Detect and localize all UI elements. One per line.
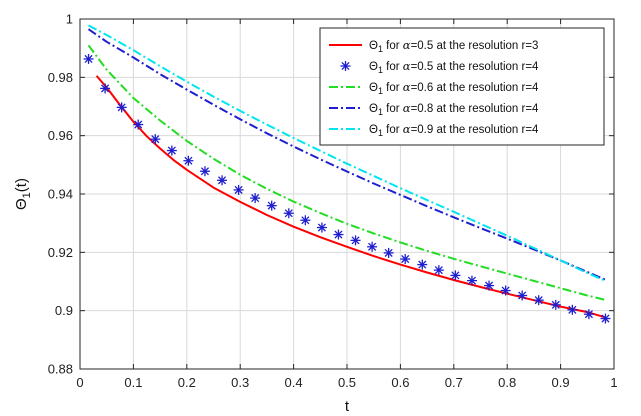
data-point-marker (100, 83, 111, 94)
x-tick-label: 0 (76, 375, 83, 390)
data-point-marker (567, 304, 578, 315)
data-point-marker (116, 102, 127, 113)
data-point-marker (183, 155, 194, 166)
y-axis-label-tail: (t) (13, 178, 30, 192)
data-point-marker (550, 299, 561, 310)
legend-entry-4: Θ1 for α=0.8 at the resolution r=4 (329, 101, 539, 117)
x-tick-label: 0.5 (338, 375, 356, 390)
x-tick-label: 0.8 (498, 375, 516, 390)
y-tick-label: 0.88 (48, 362, 73, 377)
series-line-5 (88, 24, 606, 282)
data-point-marker (600, 313, 611, 324)
legend-label: Θ1 for α=0.9 at the resolution r=4 (369, 122, 539, 138)
data-point-marker (583, 309, 594, 320)
x-tick-label: 0.3 (231, 375, 249, 390)
data-point-marker (133, 119, 144, 130)
y-tick-label: 0.9 (55, 303, 73, 318)
data-point-marker (300, 215, 311, 226)
legend-box (319, 27, 605, 146)
data-point-marker (484, 280, 495, 291)
x-tick-label: 0.7 (445, 375, 463, 390)
y-tick-label: 0.96 (48, 128, 73, 143)
data-point-marker (450, 270, 461, 281)
series-layer (83, 24, 611, 324)
data-point-marker (350, 235, 361, 246)
data-point-marker (333, 229, 344, 240)
legend-label: Θ1 for α=0.6 at the resolution r=4 (369, 80, 539, 96)
x-tick-label: 0.2 (178, 375, 196, 390)
data-point-marker (433, 265, 444, 276)
y-axis-label: Θ1(t) (13, 178, 33, 210)
legend-entry-2: Θ1 for α=0.5 at the resolution r=4 (340, 59, 539, 75)
legend: Θ1 for α=0.5 at the resolution r=3 Θ1 for… (319, 27, 605, 146)
data-point-marker (266, 200, 277, 211)
data-point-marker (233, 184, 244, 195)
legend-entry-1: Θ1 for α=0.5 at the resolution r=3 (329, 38, 538, 54)
data-point-marker (283, 208, 294, 219)
data-point-marker (250, 193, 261, 204)
data-point-marker (383, 247, 394, 258)
data-point-marker (316, 222, 327, 233)
legend-swatch-marker (340, 61, 351, 71)
data-point-marker (500, 285, 511, 296)
data-point-marker (533, 295, 544, 306)
series-line-3 (87, 44, 606, 301)
x-tick-label: 1 (610, 375, 617, 390)
series-line-1 (95, 75, 606, 319)
y-tick-label: 0.98 (48, 70, 73, 85)
data-point-marker (367, 241, 378, 252)
data-point-marker (150, 134, 161, 145)
series-line-4 (87, 28, 606, 281)
data-point-marker (166, 145, 177, 156)
legend-entry-3: Θ1 for α=0.6 at the resolution r=4 (329, 80, 539, 96)
data-point-marker (417, 259, 428, 270)
x-tick-label: 0.6 (391, 375, 409, 390)
data-point-marker (217, 175, 228, 186)
y-tick-label: 1 (66, 12, 73, 27)
y-tick-label: 0.92 (48, 245, 73, 260)
x-tick-label: 0.9 (552, 375, 570, 390)
x-tick-label: 0.4 (285, 375, 303, 390)
data-point-marker (83, 53, 94, 64)
y-axis-label-subscript: 1 (21, 192, 33, 198)
y-axis-label-symbol: Θ (13, 198, 30, 210)
axis-ticks (79, 18, 615, 370)
legend-label: Θ1 for α=0.5 at the resolution r=4 (369, 59, 539, 75)
data-point-marker (400, 254, 411, 265)
x-axis-label: t (345, 398, 350, 415)
legend-entry-5: Θ1 for α=0.9 at the resolution r=4 (329, 122, 539, 138)
data-point-marker (517, 290, 528, 301)
y-tick-label: 0.94 (48, 187, 73, 202)
legend-label: Θ1 for α=0.5 at the resolution r=3 (369, 38, 538, 54)
tick-labels: 0 0.1 0.2 0.3 0.4 0.5 0.6 0.7 0.8 0.9 1 0.88 0.9 0.92… (48, 12, 618, 391)
data-point-marker (199, 166, 210, 177)
legend-label: Θ1 for α=0.8 at the resolution r=4 (369, 101, 539, 117)
x-tick-label: 0.1 (124, 375, 142, 390)
data-point-marker (466, 275, 477, 286)
